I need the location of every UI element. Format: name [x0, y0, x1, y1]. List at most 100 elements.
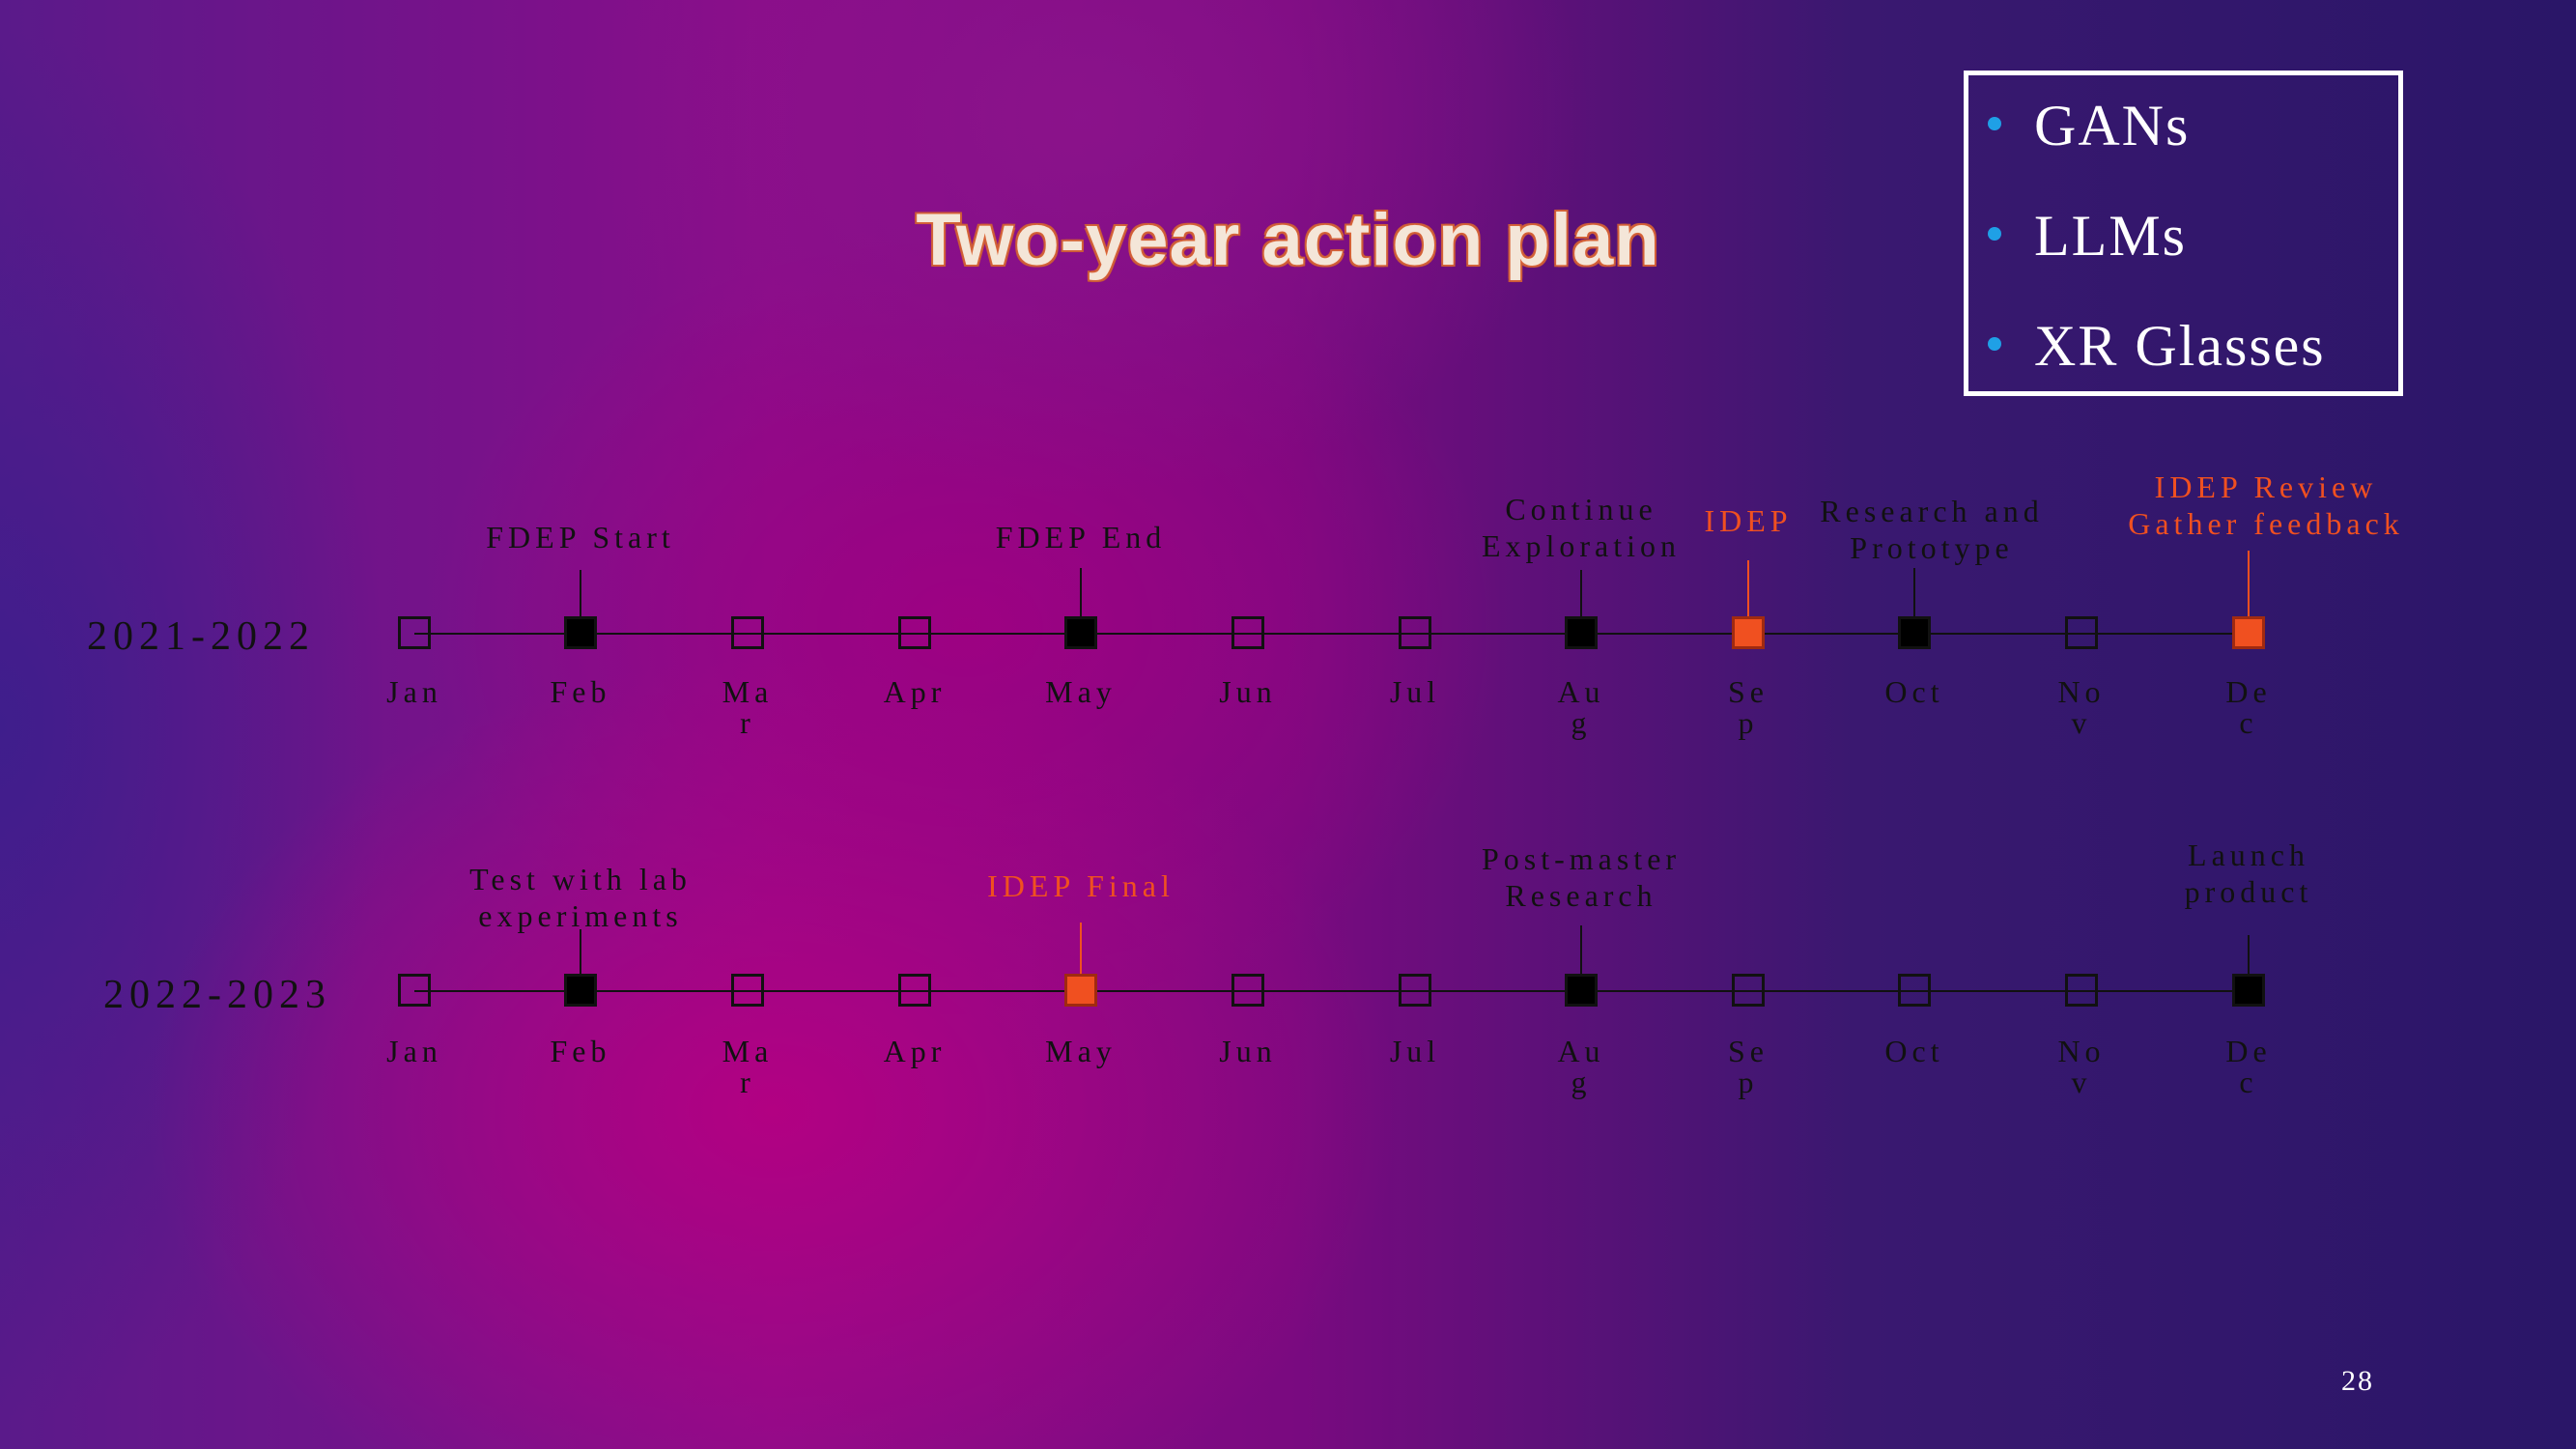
month-marker	[1732, 616, 1765, 649]
milestone-label: Launch product	[2185, 837, 2313, 910]
month-label: Ma r	[704, 676, 791, 738]
month-label-line: g	[1571, 1065, 1592, 1099]
month-marker	[898, 974, 931, 1007]
milestone-label-line: IDEP	[1704, 503, 1793, 538]
bullet-icon	[1988, 337, 2001, 352]
month-marker	[1898, 974, 1931, 1007]
month-label: Jan	[371, 676, 458, 707]
month-marker	[2065, 616, 2098, 649]
bullet-icon	[1988, 227, 2001, 242]
milestone-connector	[1080, 923, 1082, 974]
milestone-connector	[1580, 570, 1582, 616]
month-marker	[398, 974, 431, 1007]
milestone-connector	[1747, 560, 1749, 616]
month-label: No v	[2038, 1036, 2125, 1097]
milestone-label-line: IDEP Final	[987, 868, 1175, 903]
month-label-line: c	[2239, 705, 2258, 740]
month-label: De c	[2205, 1036, 2292, 1097]
month-label: Oct	[1871, 1036, 1958, 1066]
month-label: Jul	[1372, 1036, 1458, 1066]
month-label-line: Jun	[1219, 1034, 1277, 1068]
legend-item-gans: GANs	[1988, 93, 2190, 159]
milestone-label-line: FDEP Start	[486, 520, 675, 554]
month-label-line: Ma	[722, 1034, 774, 1068]
month-marker	[898, 616, 931, 649]
month-label-line: c	[2239, 1065, 2258, 1099]
month-marker	[1732, 974, 1765, 1007]
month-label-line: De	[2225, 674, 2272, 709]
milestone-connector	[1080, 568, 1082, 616]
month-marker	[1399, 974, 1431, 1007]
milestone-label: FDEP Start	[486, 519, 675, 555]
month-label-line: No	[2057, 674, 2106, 709]
month-label-line: v	[2071, 705, 2092, 740]
milestone-label: Test with lab experiments	[469, 861, 692, 934]
month-label: Jul	[1372, 676, 1458, 707]
bullet-icon	[1988, 117, 2001, 131]
timeline-axis-line	[414, 990, 2249, 992]
month-label-line: Feb	[550, 674, 611, 709]
month-marker	[2065, 974, 2098, 1007]
month-label: De c	[2205, 676, 2292, 738]
month-label-line: g	[1571, 705, 1592, 740]
month-label-line: Apr	[883, 1034, 947, 1068]
month-label-line: Jan	[386, 674, 442, 709]
month-label: Au g	[1538, 676, 1625, 738]
slide-title: Two-year action plan	[916, 199, 1660, 281]
milestone-connector	[580, 570, 581, 616]
month-label-line: Jul	[1389, 674, 1441, 709]
month-label: Ma r	[704, 1036, 791, 1097]
month-label-line: p	[1738, 1065, 1759, 1099]
milestone-label-line: Gather feedback	[2128, 506, 2404, 541]
milestone-label-line: IDEP Review	[2154, 469, 2378, 504]
milestone-connector	[2248, 551, 2250, 616]
milestone-label-line: experiments	[478, 898, 683, 933]
month-label: May	[1037, 676, 1124, 707]
month-label: Se p	[1705, 676, 1792, 738]
month-marker	[731, 974, 764, 1007]
month-label: No v	[2038, 676, 2125, 738]
month-label: Jun	[1204, 676, 1291, 707]
month-label: Apr	[871, 1036, 958, 1066]
month-label: May	[1037, 1036, 1124, 1066]
month-marker	[1064, 616, 1097, 649]
milestone-connector	[1580, 925, 1582, 974]
milestone-label: Post-master Research	[1482, 840, 1681, 914]
month-marker	[564, 974, 597, 1007]
month-label-line: Jun	[1219, 674, 1277, 709]
month-marker	[1231, 616, 1264, 649]
month-label-line: Oct	[1884, 674, 1944, 709]
month-label: Apr	[871, 676, 958, 707]
milestone-label-line: Prototype	[1850, 530, 2014, 565]
topic-legend-box: GANs LLMs XR Glasses	[1964, 71, 2403, 396]
month-marker	[1565, 616, 1598, 649]
month-marker	[1399, 616, 1431, 649]
month-label: Oct	[1871, 676, 1958, 707]
month-marker	[731, 616, 764, 649]
milestone-label: Research and Prototype	[1820, 493, 2043, 566]
month-marker	[564, 616, 597, 649]
legend-item-xr-glasses: XR Glasses	[1988, 313, 2326, 380]
month-label-line: May	[1045, 674, 1117, 709]
milestone-label: FDEP End	[996, 519, 1167, 555]
month-marker	[1898, 616, 1931, 649]
month-label-line: Oct	[1884, 1034, 1944, 1068]
month-label-line: p	[1738, 705, 1759, 740]
milestone-label-line: Research	[1505, 878, 1657, 913]
row-year-label: 2021-2022	[87, 614, 315, 659]
milestone-label-line: Test with lab	[469, 862, 692, 896]
month-label-line: Jan	[386, 1034, 442, 1068]
milestone-connector	[580, 929, 581, 974]
milestone-label-line: Research and	[1820, 494, 2044, 528]
month-label: Jun	[1204, 1036, 1291, 1066]
milestone-label-line: Launch	[2188, 838, 2309, 872]
month-label-line: r	[740, 1065, 755, 1099]
milestone-connector	[1913, 568, 1915, 616]
month-marker	[1064, 974, 1097, 1007]
legend-item-llms: LLMs	[1988, 203, 2187, 270]
month-label-line: r	[740, 705, 755, 740]
month-label-line: Apr	[883, 674, 947, 709]
month-label: Feb	[537, 1036, 624, 1066]
milestone-label-line: FDEP End	[995, 520, 1167, 554]
